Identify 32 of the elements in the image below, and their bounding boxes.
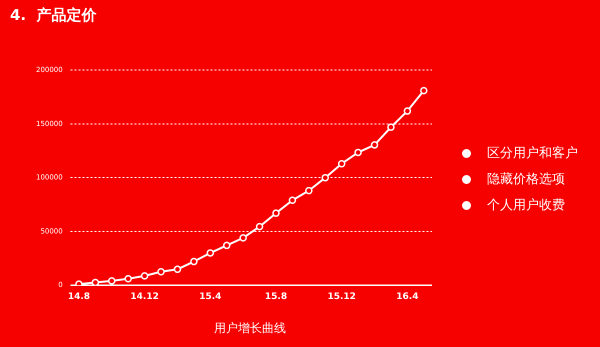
x-tick-label: 15.12 [327,292,356,302]
point [206,249,214,257]
x-tick-label: 14.12 [130,292,159,302]
point [288,196,296,204]
point [190,258,198,266]
x-axis-title: 用户增长曲线 [213,320,287,337]
point [174,266,182,274]
point [305,186,313,194]
point [124,275,132,282]
point [404,107,412,115]
point [370,141,378,149]
point [322,174,330,182]
x-tick-label: 14.8 [68,292,90,302]
point [108,277,116,285]
text: 个人用户收费 [487,197,565,214]
point [272,209,280,217]
point [222,242,230,250]
text: 区分用户和客户 [487,145,578,162]
point [256,222,264,230]
chart-title: 4. 产品定价 [10,6,97,25]
point [387,123,395,131]
point [157,268,165,276]
point [239,234,247,242]
x-tick-label: 16.4 [396,292,418,302]
text: 隐藏价格选项 [487,171,565,188]
point [338,160,346,168]
point [92,278,100,286]
point [420,86,428,94]
x-tick-label: 15.4 [199,292,222,302]
point [140,272,148,280]
point [354,148,362,156]
x-tick-label: 15.8 [264,292,288,302]
